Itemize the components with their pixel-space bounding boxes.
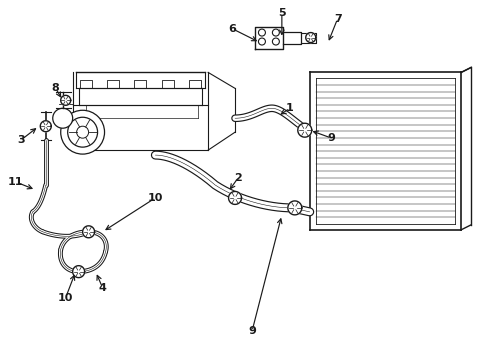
Text: 3: 3 [17, 135, 24, 145]
Polygon shape [306, 32, 316, 42]
Polygon shape [255, 27, 283, 49]
Text: 4: 4 [98, 283, 106, 293]
Polygon shape [283, 32, 301, 44]
Text: 8: 8 [52, 84, 60, 93]
Text: 2: 2 [234, 173, 242, 183]
Polygon shape [228, 192, 242, 204]
Text: 11: 11 [8, 177, 24, 187]
Polygon shape [40, 121, 51, 132]
Polygon shape [73, 266, 85, 278]
Circle shape [61, 110, 104, 154]
Circle shape [272, 38, 279, 45]
Text: 5: 5 [278, 8, 286, 18]
Circle shape [272, 29, 279, 36]
Polygon shape [298, 123, 312, 137]
Text: 1: 1 [286, 103, 294, 113]
Polygon shape [301, 32, 316, 42]
Text: 10: 10 [58, 293, 74, 302]
Text: 9: 9 [328, 133, 336, 143]
Polygon shape [301, 32, 313, 44]
Polygon shape [83, 226, 95, 238]
Text: 6: 6 [228, 24, 236, 33]
Polygon shape [288, 201, 302, 215]
Text: 10: 10 [147, 193, 163, 203]
Text: 7: 7 [334, 14, 342, 24]
Circle shape [258, 29, 266, 36]
Circle shape [258, 38, 266, 45]
Polygon shape [61, 95, 71, 105]
Circle shape [53, 108, 73, 128]
Text: 9: 9 [248, 327, 256, 336]
